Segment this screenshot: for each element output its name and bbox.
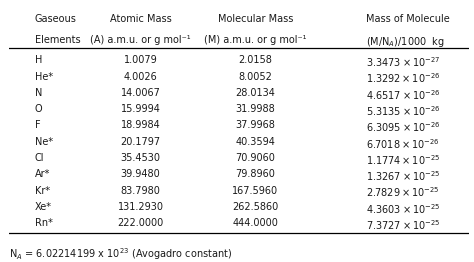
Text: 37.9968: 37.9968 [236,121,275,130]
Text: 4.0026: 4.0026 [124,72,157,81]
Text: Elements: Elements [35,35,81,45]
Text: $1.1774\times10^{-25}$: $1.1774\times10^{-25}$ [366,153,440,167]
Text: Molecular Mass: Molecular Mass [218,14,293,24]
Text: 15.9994: 15.9994 [120,104,161,114]
Text: N$_A$ = 6.02214199 x 10$^{23}$ (Avogadro constant): N$_A$ = 6.02214199 x 10$^{23}$ (Avogadro… [9,246,233,262]
Text: 28.0134: 28.0134 [236,88,275,98]
Text: 83.7980: 83.7980 [120,186,161,196]
Text: $1.3292\times10^{-26}$: $1.3292\times10^{-26}$ [366,72,440,85]
Text: H: H [35,55,42,65]
Text: Kr*: Kr* [35,186,50,196]
Text: $5.3135\times10^{-26}$: $5.3135\times10^{-26}$ [366,104,440,118]
Text: 40.3594: 40.3594 [236,137,275,147]
Text: $6.3095\times10^{-26}$: $6.3095\times10^{-26}$ [366,121,440,134]
Text: 20.1797: 20.1797 [120,137,161,147]
Text: 35.4530: 35.4530 [120,153,161,163]
Text: (M) a.m.u. or g mol⁻¹: (M) a.m.u. or g mol⁻¹ [204,35,307,45]
Text: $4.6517\times10^{-26}$: $4.6517\times10^{-26}$ [366,88,440,102]
Text: $7.3727\times10^{-25}$: $7.3727\times10^{-25}$ [366,218,440,232]
Text: 70.9060: 70.9060 [236,153,275,163]
Text: Cl: Cl [35,153,44,163]
Text: Atomic Mass: Atomic Mass [109,14,172,24]
Text: 167.5960: 167.5960 [232,186,279,196]
Text: $3.3473\times10^{-27}$: $3.3473\times10^{-27}$ [366,55,440,69]
Text: $4.3603\times10^{-25}$: $4.3603\times10^{-25}$ [366,202,440,216]
Text: (A) a.m.u. or g mol⁻¹: (A) a.m.u. or g mol⁻¹ [90,35,191,45]
Text: $2.7829\times10^{-25}$: $2.7829\times10^{-25}$ [366,186,439,199]
Text: 79.8960: 79.8960 [236,170,275,179]
Text: 262.5860: 262.5860 [232,202,279,212]
Text: Xe*: Xe* [35,202,52,212]
Text: Mass of Molecule: Mass of Molecule [366,14,449,24]
Text: 222.0000: 222.0000 [118,218,164,228]
Text: 14.0067: 14.0067 [120,88,161,98]
Text: N: N [35,88,42,98]
Text: Ne*: Ne* [35,137,53,147]
Text: 1.0079: 1.0079 [124,55,157,65]
Text: $6.7018\times10^{-26}$: $6.7018\times10^{-26}$ [366,137,439,151]
Text: O: O [35,104,42,114]
Text: $1.3267\times10^{-25}$: $1.3267\times10^{-25}$ [366,170,440,183]
Text: Gaseous: Gaseous [35,14,77,24]
Text: 444.0000: 444.0000 [233,218,278,228]
Text: 2.0158: 2.0158 [238,55,273,65]
Text: 8.0052: 8.0052 [238,72,273,81]
Text: 131.2930: 131.2930 [118,202,164,212]
Text: 39.9480: 39.9480 [121,170,160,179]
Text: 31.9988: 31.9988 [236,104,275,114]
Text: Rn*: Rn* [35,218,53,228]
Text: 18.9984: 18.9984 [121,121,160,130]
Text: (M/N$_A$)/1000  kg: (M/N$_A$)/1000 kg [366,35,445,49]
Text: He*: He* [35,72,53,81]
Text: F: F [35,121,40,130]
Text: Ar*: Ar* [35,170,50,179]
